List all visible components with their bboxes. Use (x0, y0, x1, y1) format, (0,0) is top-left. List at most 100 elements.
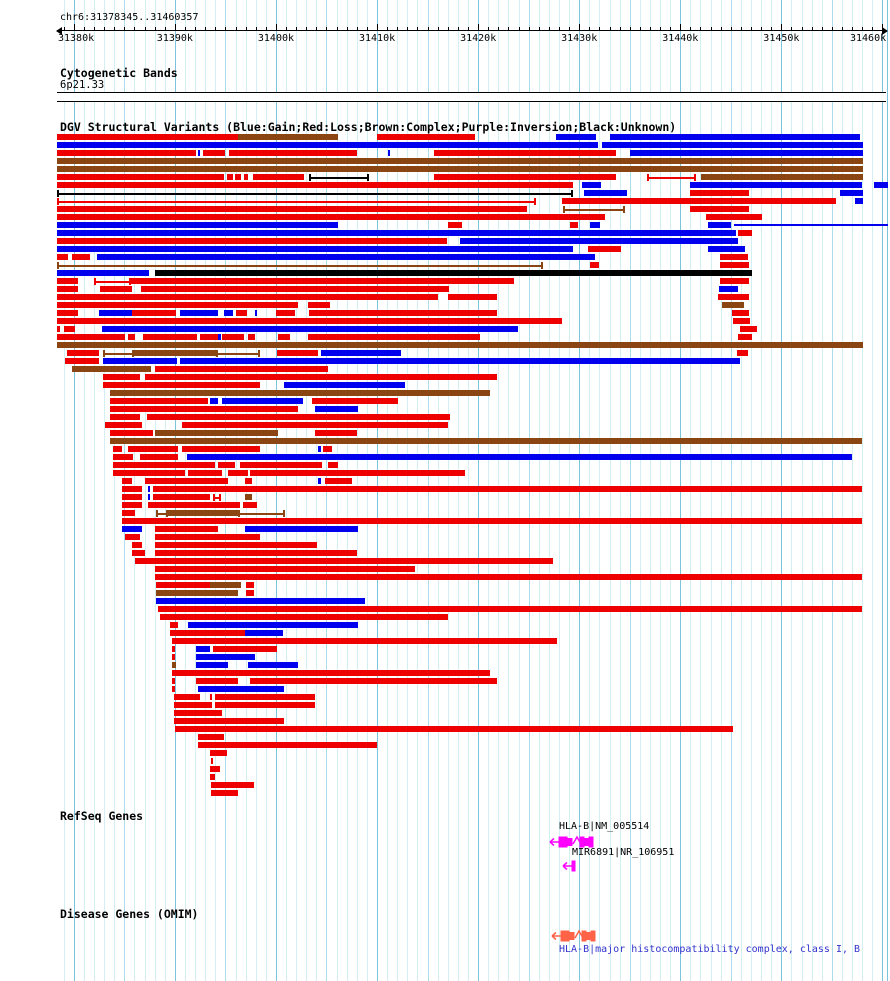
variant-whisker[interactable] (94, 277, 131, 285)
variant-bar[interactable] (155, 550, 357, 556)
variant-bar[interactable] (284, 382, 405, 388)
variant-bar[interactable] (250, 470, 465, 476)
variant-bar[interactable] (57, 166, 863, 172)
variant-bar[interactable] (128, 446, 178, 452)
variant-bar[interactable] (245, 526, 358, 532)
variant-bar[interactable] (556, 134, 596, 140)
variant-bar[interactable] (248, 334, 255, 340)
gene-label-hla-b[interactable]: HLA-B|NM_005514 (559, 821, 650, 832)
variant-bar[interactable] (182, 446, 260, 452)
variant-bar[interactable] (215, 694, 315, 700)
variant-bar[interactable] (57, 134, 238, 140)
variant-bar[interactable] (180, 310, 218, 316)
variant-bar[interactable] (155, 430, 278, 436)
variant-bar[interactable] (168, 510, 238, 516)
variant-bar[interactable] (110, 438, 862, 444)
variant-bar[interactable] (134, 350, 216, 356)
variant-bar[interactable] (57, 278, 78, 284)
variant-bar[interactable] (276, 310, 295, 316)
variant-bar[interactable] (213, 646, 277, 652)
variant-bar[interactable] (57, 270, 149, 276)
variant-bar[interactable] (156, 598, 365, 604)
variant-bar[interactable] (211, 758, 213, 764)
variant-bar[interactable] (155, 526, 218, 532)
variant-bar[interactable] (155, 542, 317, 548)
variant-bar[interactable] (235, 174, 241, 180)
variant-bar[interactable] (153, 486, 862, 492)
variant-bar[interactable] (156, 582, 210, 588)
variant-bar[interactable] (200, 334, 218, 340)
variant-bar[interactable] (57, 302, 298, 308)
variant-bar[interactable] (840, 190, 863, 196)
variant-bar[interactable] (97, 254, 595, 260)
variant-bar[interactable] (72, 366, 151, 372)
variant-bar[interactable] (122, 518, 862, 524)
variant-bar[interactable] (874, 182, 888, 188)
variant-bar[interactable] (215, 702, 315, 708)
variant-bar[interactable] (103, 374, 140, 380)
variant-bar[interactable] (708, 246, 745, 252)
variant-bar[interactable] (110, 430, 153, 436)
variant-bar[interactable] (174, 694, 200, 700)
variant-bar[interactable] (174, 702, 212, 708)
variant-bar[interactable] (210, 750, 227, 756)
variant-bar[interactable] (434, 150, 616, 156)
variant-bar[interactable] (245, 494, 252, 500)
variant-bar[interactable] (318, 446, 321, 452)
variant-bar[interactable] (122, 478, 132, 484)
variant-bar[interactable] (448, 294, 497, 300)
variant-bar[interactable] (57, 310, 78, 316)
variant-bar[interactable] (145, 478, 228, 484)
gene-glyph-hla-b[interactable] (549, 834, 597, 853)
variant-bar[interactable] (210, 398, 218, 404)
variant-bar[interactable] (57, 342, 863, 348)
variant-bar[interactable] (57, 238, 447, 244)
variant-bar[interactable] (110, 390, 490, 396)
variant-bar[interactable] (57, 222, 338, 228)
variant-bar[interactable] (708, 222, 731, 228)
variant-whisker[interactable] (57, 197, 536, 205)
variant-bar[interactable] (203, 150, 225, 156)
variant-bar[interactable] (148, 494, 150, 500)
variant-bar[interactable] (582, 182, 601, 188)
variant-bar[interactable] (562, 198, 836, 204)
variant-bar[interactable] (172, 678, 175, 684)
variant-bar[interactable] (172, 662, 176, 668)
variant-bar[interactable] (210, 774, 215, 780)
variant-bar[interactable] (377, 134, 475, 140)
variant-bar[interactable] (196, 662, 228, 668)
variant-bar[interactable] (103, 358, 177, 364)
variant-bar[interactable] (113, 470, 185, 476)
cytoband-box[interactable] (57, 92, 886, 102)
variant-bar[interactable] (110, 406, 298, 412)
variant-bar[interactable] (278, 334, 290, 340)
variant-bar[interactable] (590, 262, 599, 268)
variant-bar[interactable] (67, 350, 99, 356)
variant-bar[interactable] (740, 326, 757, 332)
variant-bar[interactable] (706, 214, 762, 220)
variant-bar[interactable] (110, 414, 140, 420)
variant-bar[interactable] (570, 222, 578, 228)
variant-bar[interactable] (246, 582, 254, 588)
variant-whisker[interactable] (238, 509, 285, 517)
variant-bar[interactable] (718, 294, 749, 300)
variant-bar[interactable] (132, 310, 176, 316)
variant-bar[interactable] (105, 422, 142, 428)
variant-bar[interactable] (855, 198, 863, 204)
variant-whisker[interactable] (103, 349, 134, 357)
gene-glyph-mir6891[interactable] (562, 858, 578, 877)
variant-bar[interactable] (246, 590, 254, 596)
variant-bar[interactable] (224, 310, 233, 316)
variant-bar[interactable] (719, 286, 738, 292)
variant-whisker[interactable] (563, 205, 625, 213)
variant-bar[interactable] (243, 502, 257, 508)
variant-bar[interactable] (170, 622, 178, 628)
variant-bar[interactable] (155, 566, 415, 572)
variant-bar[interactable] (588, 246, 621, 252)
variant-bar[interactable] (240, 462, 322, 468)
variant-bar[interactable] (57, 230, 736, 236)
variant-bar[interactable] (155, 366, 328, 372)
variant-bar[interactable] (690, 182, 862, 188)
variant-bar[interactable] (128, 334, 135, 340)
variant-bar[interactable] (57, 294, 438, 300)
